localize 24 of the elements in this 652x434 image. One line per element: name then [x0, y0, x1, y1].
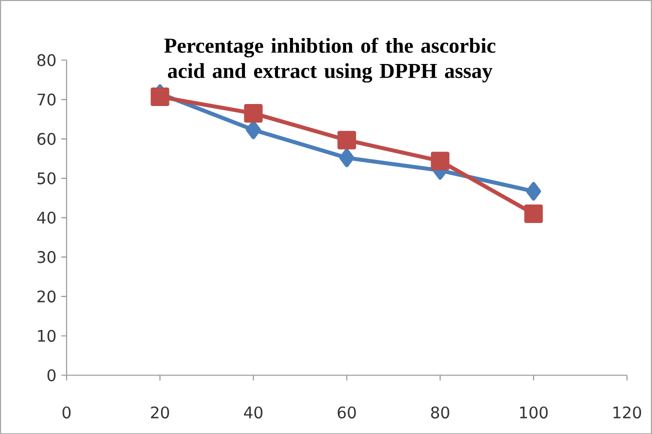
y-tick-label: 50: [38, 172, 56, 184]
point: [524, 204, 543, 223]
point: [150, 87, 170, 106]
chart-title: Percentage inhibtion of the ascorbic acid and extract using DPPH assay: [164, 38, 496, 82]
y-tick-label: 70: [38, 93, 56, 106]
y-tick-label: 10: [38, 330, 56, 342]
y-tick-label: 0: [48, 369, 56, 382]
y-tick-label: 80: [37, 54, 56, 66]
y-tick-label: 60: [37, 132, 56, 145]
point: [339, 148, 354, 167]
y-tick-label: 40: [37, 212, 56, 224]
x-tick-label: 100: [520, 406, 548, 418]
point: [526, 182, 542, 200]
x-tick-label: 40: [244, 406, 262, 418]
x-tick-label: 20: [151, 406, 170, 418]
point: [244, 104, 263, 122]
point: [337, 130, 356, 150]
point: [430, 152, 450, 170]
y-tick-label: 30: [38, 250, 56, 263]
x-tick-label: 0: [62, 406, 71, 418]
x-tick-label: 80: [431, 406, 450, 418]
x-tick-label: 120: [614, 406, 642, 418]
x-tick-label: 60: [338, 406, 356, 418]
y-tick-label: 20: [38, 290, 56, 302]
